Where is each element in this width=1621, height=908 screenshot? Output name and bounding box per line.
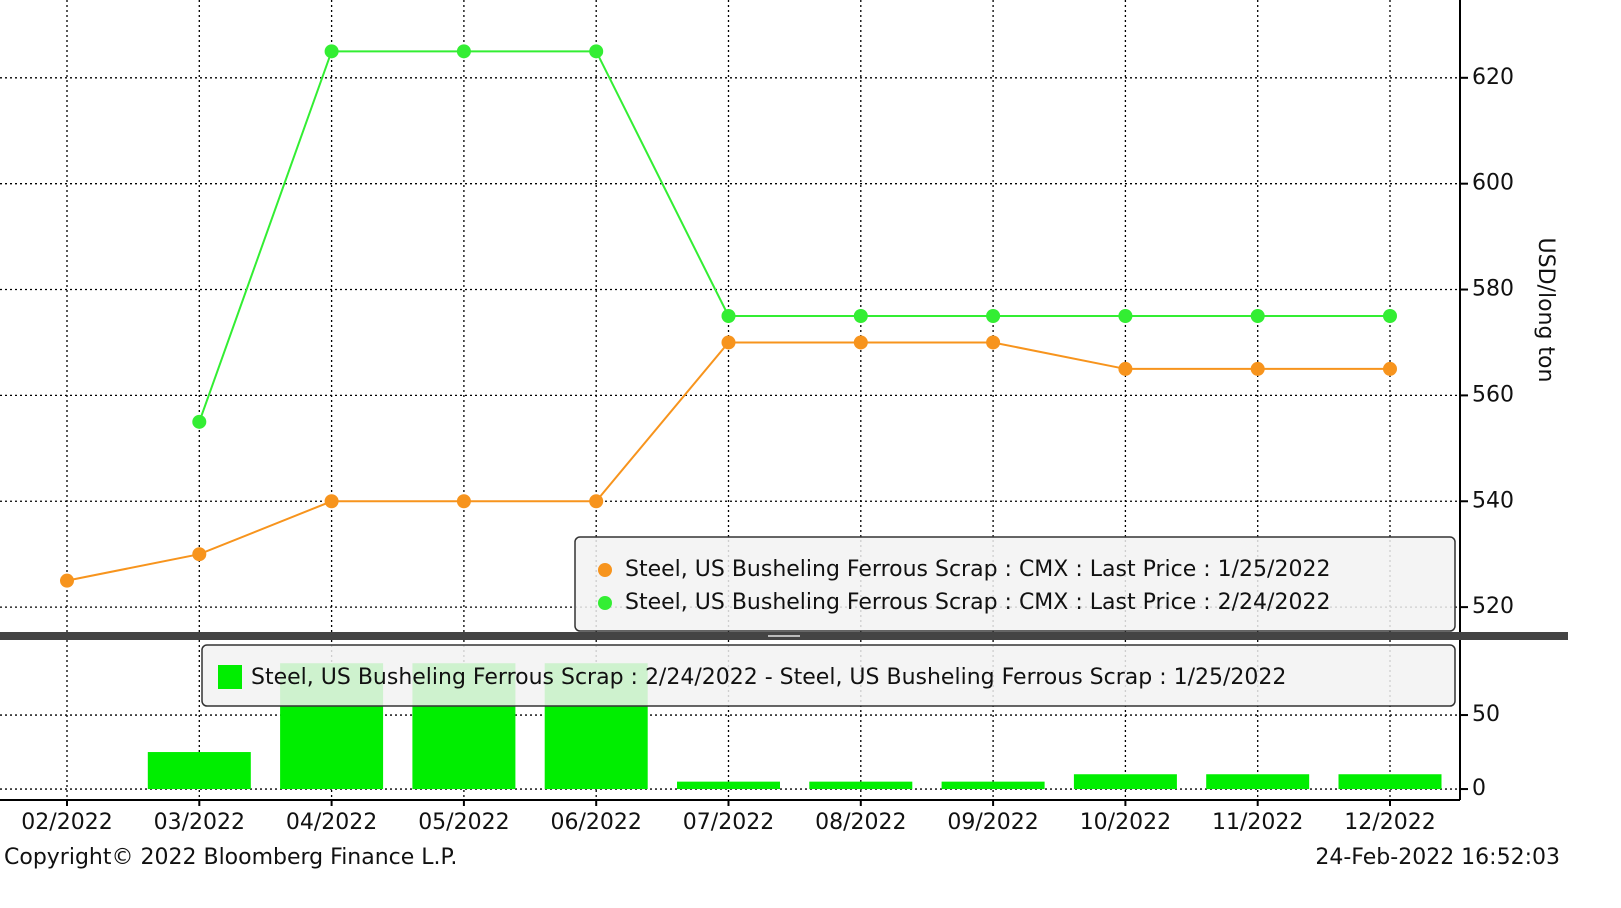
point (1250, 309, 1265, 323)
y-tick-label: 580 (1472, 277, 1514, 302)
y-tick-label: 50 (1472, 702, 1500, 727)
series-line (198, 50, 1390, 423)
point (1383, 309, 1397, 323)
x-tick-label: 03/2022 (154, 810, 245, 835)
bar (941, 781, 1045, 790)
point (853, 335, 868, 350)
x-tick-label: 02/2022 (21, 810, 112, 835)
legend-marker (218, 665, 242, 689)
legend-box (201, 644, 1456, 707)
legend-label: Steel, US Busheling Ferrous Scrap : CMX … (625, 557, 1330, 582)
legend-box (574, 536, 1456, 632)
point (721, 335, 736, 350)
point (192, 414, 207, 429)
bar (809, 781, 913, 790)
x-tick-label: 06/2022 (550, 810, 641, 835)
legend-label: Steel, US Busheling Ferrous Scrap : 2/24… (251, 665, 1286, 690)
point (60, 573, 74, 588)
x-tick-label: 08/2022 (815, 810, 906, 835)
point (986, 309, 1001, 323)
point (721, 309, 736, 323)
point (1250, 361, 1265, 376)
point (324, 44, 339, 59)
point (589, 494, 604, 509)
bar (1206, 774, 1310, 790)
y-tick-label: 0 (1472, 776, 1486, 801)
point (589, 44, 604, 59)
point (1118, 361, 1133, 376)
x-tick-label: 09/2022 (947, 810, 1038, 835)
y-tick-label: 560 (1472, 382, 1514, 407)
legend-marker (598, 563, 612, 577)
legend-label: Steel, US Busheling Ferrous Scrap : CMX … (625, 590, 1330, 615)
x-tick-label: 12/2022 (1344, 810, 1435, 835)
point (1383, 361, 1397, 376)
bar (147, 752, 251, 790)
bar (1338, 774, 1442, 790)
y-tick-label: 540 (1472, 488, 1514, 513)
copyright: Copyright© 2022 Bloomberg Finance L.P. (4, 845, 457, 870)
point (986, 335, 1001, 350)
y-tick-label: 620 (1472, 65, 1514, 90)
timestamp: 24-Feb-2022 16:52:03 (1315, 845, 1560, 870)
x-tick-label: 07/2022 (683, 810, 774, 835)
bar (1073, 774, 1177, 790)
point (456, 44, 471, 59)
x-tick-label: 10/2022 (1080, 810, 1171, 835)
y-axis-title: USD/long ton (1533, 238, 1558, 383)
legend-marker (598, 596, 612, 610)
point (192, 547, 207, 562)
point (853, 309, 868, 323)
point (1118, 309, 1133, 323)
point (456, 494, 471, 509)
x-tick-label: 04/2022 (286, 810, 377, 835)
x-tick-label: 11/2022 (1212, 810, 1303, 835)
y-tick-label: 600 (1472, 171, 1514, 196)
y-tick-label: 520 (1472, 594, 1514, 619)
point (324, 494, 339, 509)
x-tick-label: 05/2022 (418, 810, 509, 835)
bar (677, 781, 780, 790)
